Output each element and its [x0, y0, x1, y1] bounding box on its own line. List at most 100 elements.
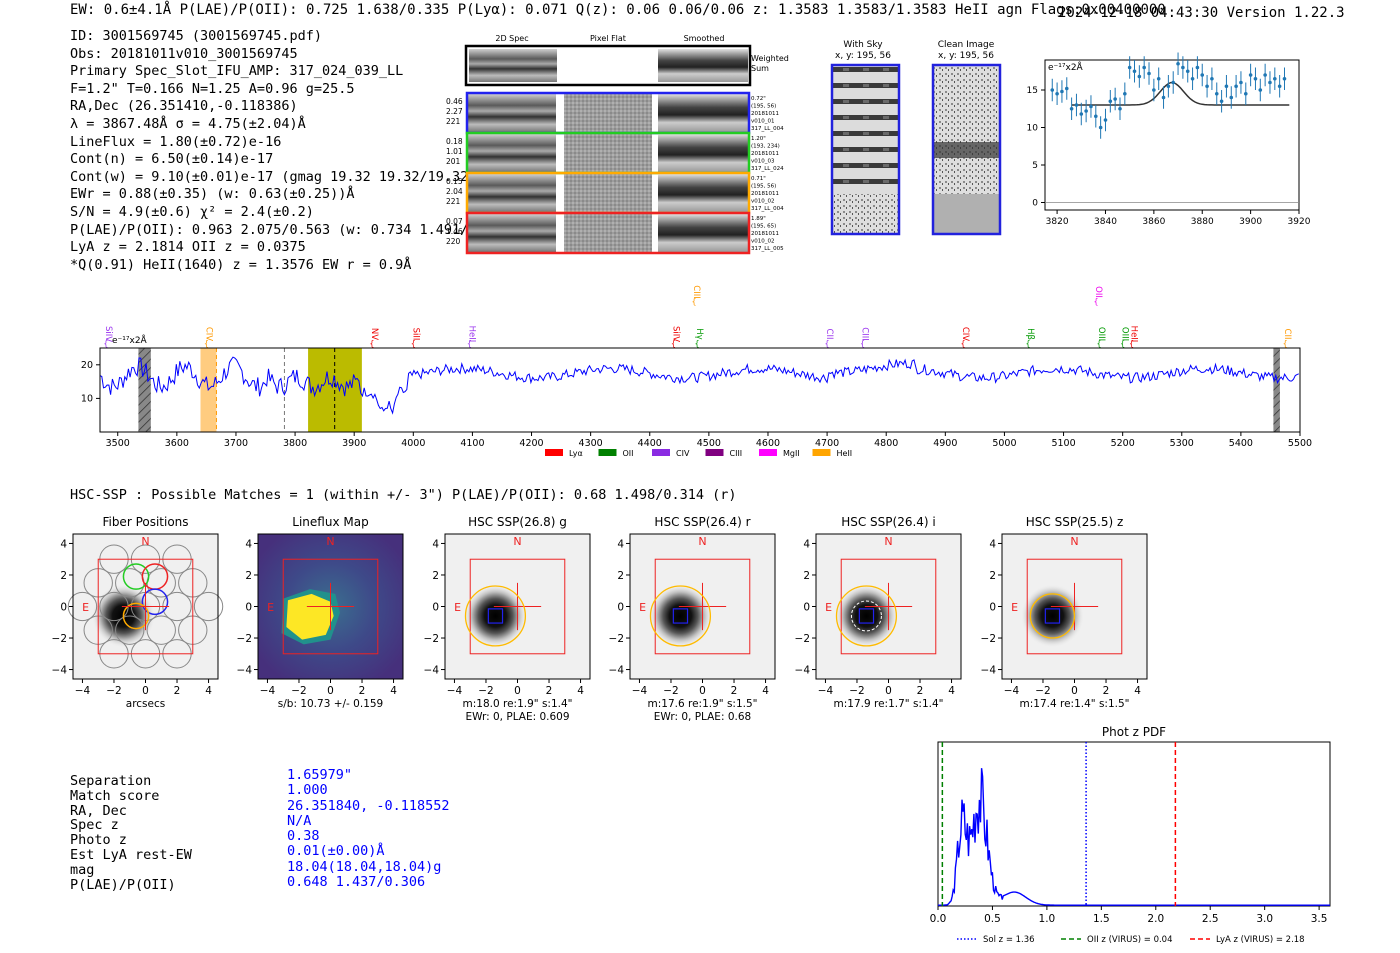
spectrum-legend-swatch	[598, 449, 617, 456]
hsc-y-tick-label: −4	[795, 665, 811, 677]
match-label: P(LAE)/P(OII)	[70, 876, 176, 893]
info-line: ID: 3001569745 (3001569745.pdf)	[70, 28, 322, 44]
hsc-x-tick-label: 0	[699, 685, 706, 697]
match-value: 0.648 1.437/0.306	[287, 874, 426, 891]
spectrum-line-marker-bracket: {	[1129, 339, 1134, 348]
info-line: LyA z = 2.1814 OII z = 0.0375	[70, 239, 306, 256]
info-line: Cont(w) = 9.10(±0.01)e-17 (gmag 19.32 19…	[70, 168, 477, 185]
hsc-x-tick-label: 0	[327, 685, 334, 697]
match-value: N/A	[287, 812, 312, 829]
phot-z-curve	[938, 768, 1330, 906]
cutout-row-info: v010_01	[751, 119, 775, 125]
hsc-summary-text: HSC-SSP : Possible Matches = 1 (within +…	[70, 487, 737, 503]
cutout-row-stat: 1.46	[446, 227, 463, 236]
zoom-data-point	[1185, 69, 1190, 74]
spectrum-x-tick-label: 3600	[165, 438, 189, 449]
zoom-data-point	[1098, 125, 1103, 130]
phot-z-x-tick-label: 3.5	[1311, 913, 1328, 925]
cutout-row-info: 1.20"	[751, 136, 766, 142]
match-label: Match score	[70, 787, 160, 804]
hsc-panel-caption: EWr: 0, PLAE: 0.609	[465, 711, 569, 723]
clean-image-coords: x, y: 195, 56	[938, 51, 994, 61]
spectrum-x-tick-label: 3500	[106, 438, 130, 449]
cutout-row-info: 317_LL_004	[751, 126, 784, 132]
cutout-row-info: 317_LL_024	[751, 166, 784, 172]
zoom-data-point	[1210, 76, 1214, 81]
spectrum-legend-swatch	[812, 449, 831, 456]
cutout-smoothed	[658, 174, 748, 212]
spectrum-line-marker-bracket: {	[671, 339, 676, 348]
weighted-sum-label: Weighted	[751, 54, 789, 63]
match-value: 1.65979"	[287, 767, 353, 783]
zoom-data-point	[1190, 76, 1195, 81]
zoom-data-point	[1234, 84, 1238, 89]
cutout-row-info: (193, 234)	[751, 144, 780, 150]
hsc-x-tick-label: −4	[818, 685, 834, 697]
hsc-x-tick-label: 2	[546, 685, 553, 697]
spectrum-line-marker-bracket: {	[692, 297, 697, 306]
zoom-data-point	[1127, 65, 1132, 70]
phot-z-plot-area	[937, 741, 1331, 907]
cutout-smoothed	[658, 214, 748, 252]
east-label: E	[82, 601, 89, 614]
spectrum-shaded-region	[138, 348, 151, 432]
spectrum-line-marker-bracket: {	[694, 339, 699, 348]
spectrum-legend-swatch	[759, 449, 777, 456]
spectrum-legend-label: CIV	[676, 449, 690, 458]
spectrum-line-marker: SiII	[410, 328, 420, 341]
zoom-data-point	[1137, 74, 1142, 79]
hsc-x-tick-label: −2	[291, 685, 306, 697]
cutout-row-info: v010_03	[751, 159, 775, 165]
zoom-data-point	[1200, 73, 1205, 77]
hsc-panel-title: Fiber Positions	[102, 515, 188, 529]
hsc-x-tick-label: −4	[75, 685, 91, 697]
spectrum-line-marker-bracket: {	[825, 339, 830, 348]
spectrum-x-tick-label: 5400	[1229, 438, 1253, 449]
hsc-y-tick-label: 4	[617, 538, 624, 550]
spectrum-line-marker-bracket: {	[369, 339, 374, 348]
zoom-data-point	[1113, 97, 1117, 101]
spectrum-line-marker-bracket: {	[1096, 339, 1101, 348]
zoom-x-tick-label: 3880	[1191, 217, 1214, 227]
aperture-circle	[649, 585, 712, 647]
cutout-row-info: 317_LL_004	[751, 206, 784, 212]
hsc-y-tick-label: 4	[989, 538, 996, 550]
spectrum-line-marker: CIV	[960, 327, 970, 341]
phot-z-legend-label: Sol z = 1.36	[983, 935, 1035, 945]
zoom-x-tick-label: 3840	[1094, 217, 1117, 227]
spectrum-x-tick-label: 4900	[933, 438, 957, 449]
zoom-y-tick-label: 15	[1027, 86, 1038, 96]
spectrum-y-tick-label: 20	[81, 360, 93, 371]
clean-image-band	[934, 142, 999, 158]
spectrum-frame	[99, 347, 1301, 433]
cutout-row-stat: 0.46	[446, 97, 463, 106]
cutout-row-info: v010_02	[751, 199, 775, 205]
with-sky-title: With Sky	[843, 40, 883, 50]
phot-z-x-tick-label: 2.0	[1147, 913, 1164, 925]
spectrum-line-marker: Hβ	[1025, 328, 1035, 340]
hsc-x-tick-label: 0	[1071, 685, 1078, 697]
zoom-data-point	[1156, 76, 1161, 81]
phot-z-x-tick-label: 1.5	[1093, 913, 1110, 925]
hsc-panel-caption: EWr: 0, PLAE: 0.68	[654, 711, 751, 723]
hsc-y-tick-label: −2	[424, 633, 439, 645]
spectrum-x-tick-label: 4400	[638, 438, 662, 449]
header-datetime-version: 2024-12-18 04:43:30 Version 1.22.3	[1058, 5, 1345, 21]
spectrum-x-tick-label: 4000	[401, 438, 425, 449]
hsc-panel-caption: m:18.0 re:1.9" s:1.4"	[463, 698, 573, 710]
match-label: Photo z	[70, 832, 127, 849]
hsc-x-tick-label: 0	[142, 685, 149, 697]
spectrum-flux-line	[99, 356, 1300, 415]
full-spectrum-chart: e⁻¹⁷x2Å 3500 3600 3700 3800 3900 4000 4100 4200 4…	[81, 285, 1312, 458]
cutout-smoothed	[658, 134, 748, 172]
match-value: 18.04(18.04,18.04)g	[287, 858, 442, 875]
hsc-y-tick-label: 2	[617, 570, 624, 582]
hsc-y-tick-label: −4	[52, 665, 68, 677]
zoom-data-point	[1258, 88, 1263, 92]
info-line: *Q(0.91) HeII(1640) z = 1.3576 EW r = 0.…	[70, 256, 412, 273]
info-line: λ = 3867.48Å σ = 4.75(±2.04)Å	[70, 115, 306, 132]
cutout-row-stat: 221	[446, 117, 461, 126]
hsc-x-tick-label: 0	[514, 685, 521, 697]
zoom-data-point	[1064, 86, 1069, 91]
cutout-2d-spec	[468, 214, 556, 252]
